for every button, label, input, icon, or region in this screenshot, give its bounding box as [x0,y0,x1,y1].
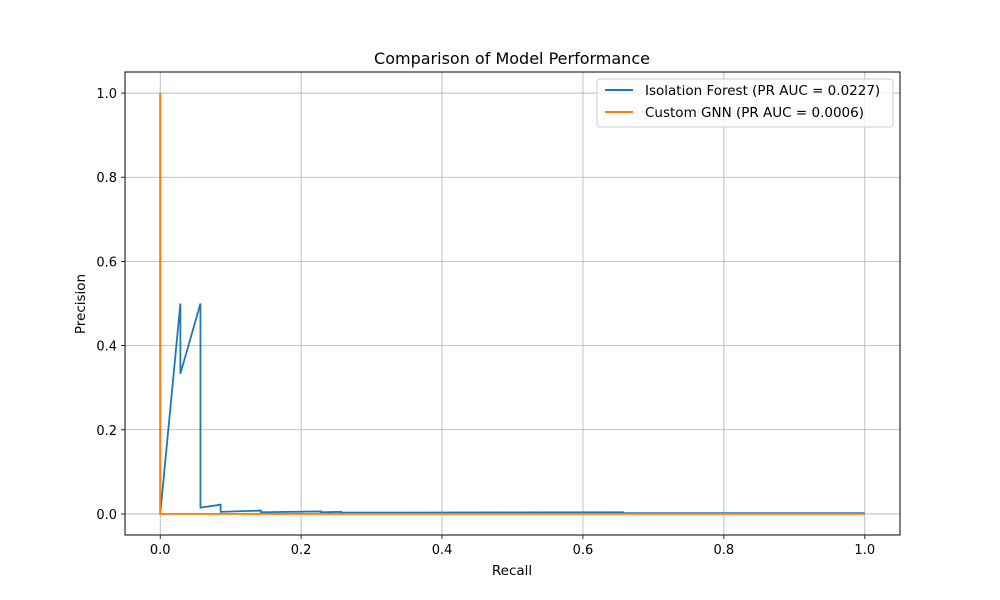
series-layer [159,93,865,515]
x-axis-label: Recall [492,563,532,579]
x-tick-label: 0.0 [150,543,171,558]
x-tick-label: 0.8 [714,543,735,558]
x-tick-label: 0.2 [291,543,312,558]
ticks: 0.0 0.2 0.4 0.6 0.8 1.0 0.0 0.2 0.4 0.6 0.8 1.0 [96,87,875,558]
series-line-custom-gnn [159,93,865,515]
y-tick-label: 0.0 [96,508,117,523]
legend-box [596,78,894,128]
y-tick-label: 0.8 [96,171,117,186]
y-axis-label: Precision [73,274,89,334]
y-tick-label: 0.2 [96,424,117,439]
y-tick-label: 0.4 [96,340,117,355]
y-tick-label: 1.0 [96,87,117,102]
legend: Isolation Forest (PR AUC = 0.0227) Custo… [596,78,894,128]
x-tick-label: 1.0 [854,543,875,558]
legend-label-isolation-forest: Isolation Forest (PR AUC = 0.0227) [645,83,880,99]
x-tick-label: 0.6 [573,543,594,558]
x-tick-label: 0.4 [432,543,453,558]
series-line-isolation-forest [159,93,865,515]
y-tick-label: 0.6 [96,255,117,270]
plot-frame [124,71,901,536]
legend-label-custom-gnn: Custom GNN (PR AUC = 0.0006) [645,105,864,121]
chart-title: Comparison of Model Performance [374,49,650,68]
